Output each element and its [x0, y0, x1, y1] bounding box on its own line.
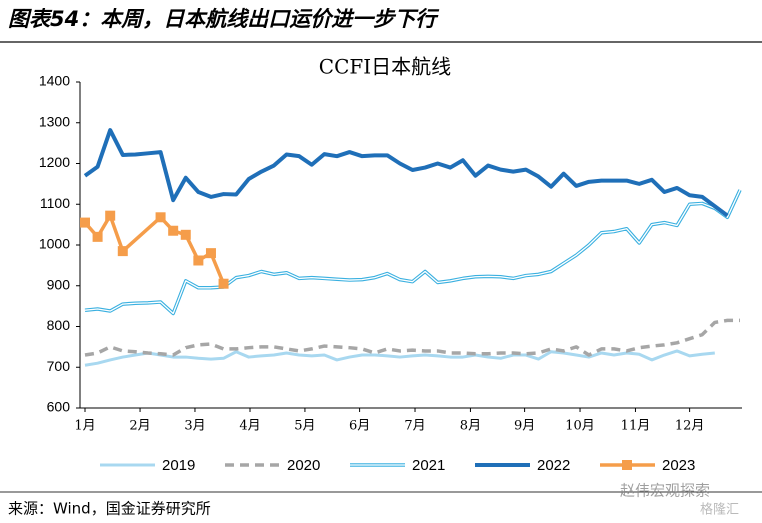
legend-label: 2022: [537, 457, 570, 474]
header-title: 图表54：本周，日本航线出口运价进一步下行: [8, 7, 440, 31]
legend-label: 2020: [287, 457, 320, 474]
y-tick-label: 1100: [40, 195, 70, 211]
series-line: [83, 213, 226, 285]
y-tick-label: 1300: [39, 113, 70, 129]
legend-marker: [622, 460, 632, 470]
x-tick-label: 7月: [404, 419, 425, 434]
point: [205, 248, 216, 259]
point: [168, 225, 179, 236]
point: [92, 231, 103, 242]
legend-label: 2023: [662, 457, 695, 474]
x-tick-label: 4月: [239, 419, 260, 434]
x-tick-label: 9月: [514, 419, 535, 434]
watermark: 赵伟宏观探索: [620, 482, 710, 500]
legend-label: 2019: [162, 457, 195, 474]
y-tick-label: 800: [47, 317, 71, 333]
x-tick-label: 11月: [621, 419, 651, 434]
point: [180, 229, 191, 240]
y-tick-label: 1000: [39, 236, 70, 252]
x-tick-label: 5月: [294, 419, 315, 434]
y-tick-label: 600: [47, 399, 71, 415]
point: [155, 212, 166, 223]
x-tick-label: 6月: [349, 419, 370, 434]
point: [117, 246, 128, 257]
y-tick-label: 700: [47, 358, 71, 374]
y-tick-label: 900: [47, 276, 71, 292]
series-line: [84, 318, 740, 357]
y-tick-label: 1200: [39, 154, 70, 170]
series-line: [83, 128, 729, 218]
series-line-inner: [84, 189, 741, 315]
y-tick-label: 1400: [39, 73, 70, 89]
series-line: [84, 189, 742, 316]
x-tick-label: 2月: [129, 419, 150, 434]
x-tick-label: 12月: [675, 419, 705, 434]
source: 来源：Wind，国金证券研究所: [8, 500, 211, 518]
x-tick-label: 8月: [460, 419, 481, 434]
point: [193, 255, 204, 266]
watermark: 格隆汇: [700, 502, 739, 518]
point: [218, 278, 229, 289]
chart-title: CCFI日本航线: [319, 55, 451, 79]
legend-label: 2021: [412, 457, 445, 474]
point: [80, 217, 90, 228]
series-line: [84, 349, 715, 367]
x-tick-label: 3月: [184, 419, 205, 434]
x-tick-label: 10月: [565, 419, 595, 434]
x-tick-label: 1月: [74, 419, 95, 434]
point: [105, 210, 116, 221]
